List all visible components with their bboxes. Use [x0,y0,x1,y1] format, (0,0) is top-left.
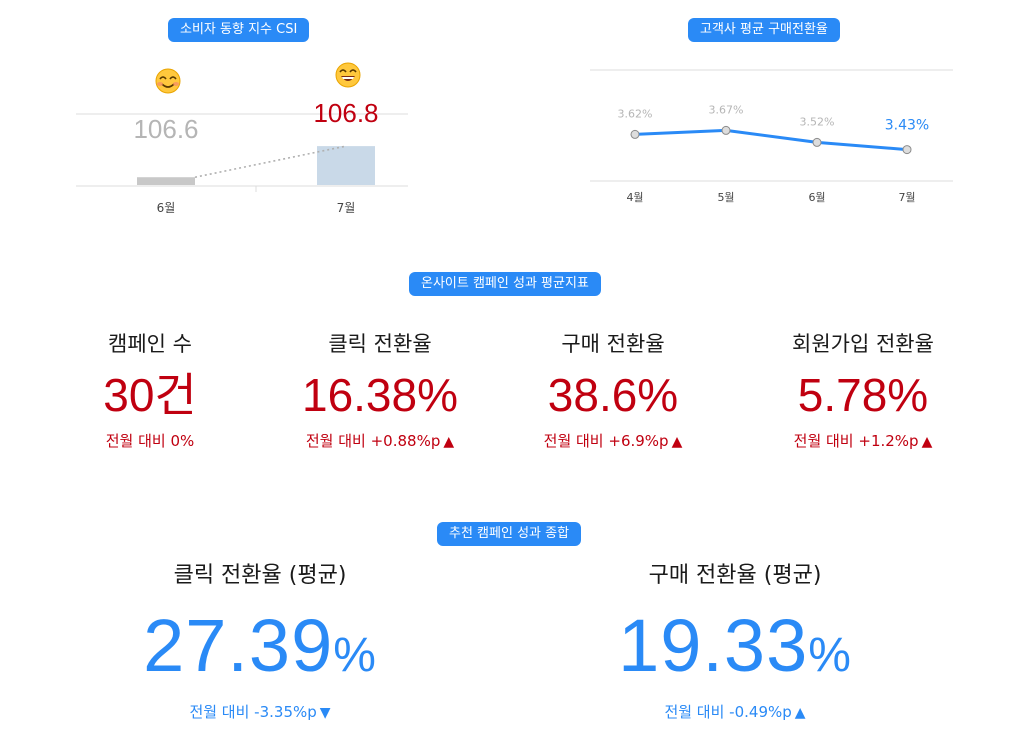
summary-delta: 전월 대비 -3.35%p ▼ [110,701,410,722]
summary-delta-text: 전월 대비 -3.35%p [189,703,317,721]
conversion-chart-title: 고객사 평균 구매전환율 [688,18,840,42]
metric-title: 캠페인 수 [108,332,192,356]
metric-delta-text: 전월 대비 +1.2%p [793,432,919,450]
summary-number: 27.39 [143,604,334,687]
up-triangle-icon: ▲ [794,705,806,721]
summary-value: 27.39% [110,609,410,683]
metric-delta-text: 전월 대비 0% [105,432,195,450]
data-label: 3.43% [885,118,929,134]
metric-delta-text: 전월 대비 +0.88%p [305,432,441,450]
summary-value: 19.33% [585,609,885,683]
x-tick-label: 6월 [808,191,825,204]
metric-title: 구매 전환율 [561,332,665,356]
series-line [634,128,908,152]
summary-unit: % [333,629,377,682]
up-triangle-icon: ▲ [921,434,933,450]
summary-number: 19.33 [618,604,809,687]
metric-click-conversion: 클릭 전환율 16.38% 전월 대비 +0.88%p ▲ [270,328,490,451]
data-label: 3.67% [709,103,744,116]
metric-delta-text: 전월 대비 +6.9%p [543,432,669,450]
metric-value: 16.38% [301,369,458,421]
summary-title: 구매 전환율 (평균) [648,563,822,588]
grinning-face-icon [335,62,361,88]
data-label: 106.6 [133,114,198,144]
data-point [630,129,640,139]
metric-campaign-count: 캠페인 수 30건 전월 대비 0% [50,328,250,451]
recommend-section-title: 추천 캠페인 성과 종합 [437,522,582,546]
x-tick-label: 7월 [337,201,356,215]
metric-title: 회원가입 전환율 [792,332,934,356]
metric-title: 클릭 전환율 [328,332,432,356]
csi-chart-title: 소비자 동향 지수 CSI [168,18,310,42]
up-triangle-icon: ▲ [443,434,455,450]
summary-title: 클릭 전환율 (평균) [173,563,347,588]
data-point [902,145,912,155]
metric-delta: 전월 대비 +1.2%p ▲ [748,430,978,451]
data-label: 3.62% [618,107,653,120]
summary-purchase-conversion: 구매 전환율 (평균) 19.33% 전월 대비 -0.49%p ▲ [585,557,885,722]
smiling-face-icon [155,68,181,94]
trend-dotted-line [194,145,347,179]
summary-delta-text: 전월 대비 -0.49%p [664,703,792,721]
up-triangle-icon: ▲ [671,434,683,450]
data-label: 3.52% [800,115,835,128]
charts-area: 106.6 106.8 6월 7월 3.62% 3.67% 3.52% 3.43% 4월 5월 6월… [76,62,953,215]
metric-signup-conversion: 회원가입 전환율 5.78% 전월 대비 +1.2%p ▲ [748,328,978,451]
onsite-section-title: 온사이트 캠페인 성과 평균지표 [409,272,601,296]
summary-unit: % [808,629,852,682]
data-point [812,137,822,147]
metric-delta: 전월 대비 0% [50,430,250,451]
data-point [721,125,731,135]
summary-delta: 전월 대비 -0.49%p ▲ [585,701,885,722]
x-tick-label: 4월 [626,191,643,204]
summary-click-conversion: 클릭 전환율 (평균) 27.39% 전월 대비 -3.35%p ▼ [110,557,410,722]
x-tick-label: 6월 [157,201,176,215]
down-triangle-icon: ▼ [319,705,331,721]
metric-value: 38.6% [547,369,679,421]
metric-value: 5.78% [797,369,929,421]
x-tick-label: 5월 [717,191,734,204]
bar-current [317,146,375,185]
bar-previous [137,177,195,185]
metric-purchase-conversion: 구매 전환율 38.6% 전월 대비 +6.9%p ▲ [503,328,723,451]
metric-delta: 전월 대비 +0.88%p ▲ [270,430,490,451]
x-tick-label: 7월 [898,191,915,204]
data-label: 106.8 [313,98,378,128]
metric-value: 30건 [103,369,197,421]
metric-delta: 전월 대비 +6.9%p ▲ [503,430,723,451]
